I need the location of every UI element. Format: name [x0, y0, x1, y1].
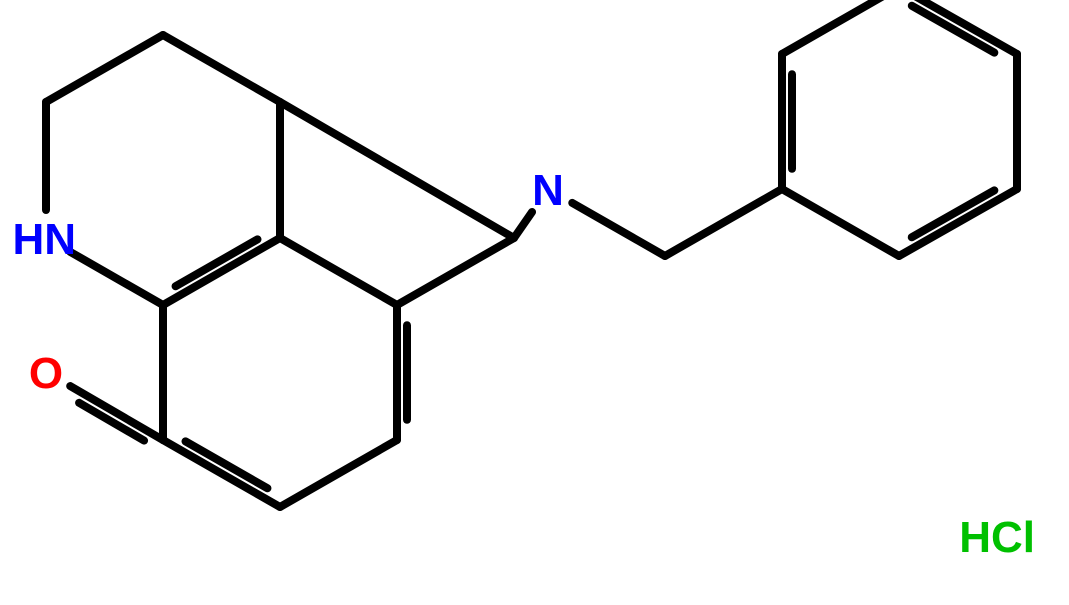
atom-label-hn: HN	[12, 215, 76, 264]
bond	[514, 212, 532, 238]
bond	[70, 386, 163, 440]
molecule-canvas: HN O N HCl	[0, 0, 1069, 605]
bond	[280, 440, 397, 507]
bond	[163, 238, 280, 305]
bond	[397, 238, 514, 305]
bond	[70, 252, 163, 305]
bonds-layer	[46, 0, 1017, 507]
bond	[665, 189, 782, 256]
atom-label-hcl: HCl	[959, 513, 1035, 562]
atom-label-o: O	[29, 349, 63, 398]
bond-inner	[176, 239, 258, 286]
bond	[280, 238, 397, 305]
bond-inner	[186, 441, 268, 488]
bond	[163, 35, 280, 102]
bond	[782, 0, 899, 54]
bond	[46, 35, 163, 102]
bond	[899, 189, 1017, 256]
atom-label-n: N	[532, 166, 564, 215]
bond-inner	[912, 190, 995, 237]
bond	[782, 189, 899, 256]
bond	[572, 203, 665, 256]
bond-inner	[912, 6, 995, 53]
bond	[397, 170, 514, 238]
bond	[163, 440, 280, 507]
bond	[280, 102, 397, 170]
